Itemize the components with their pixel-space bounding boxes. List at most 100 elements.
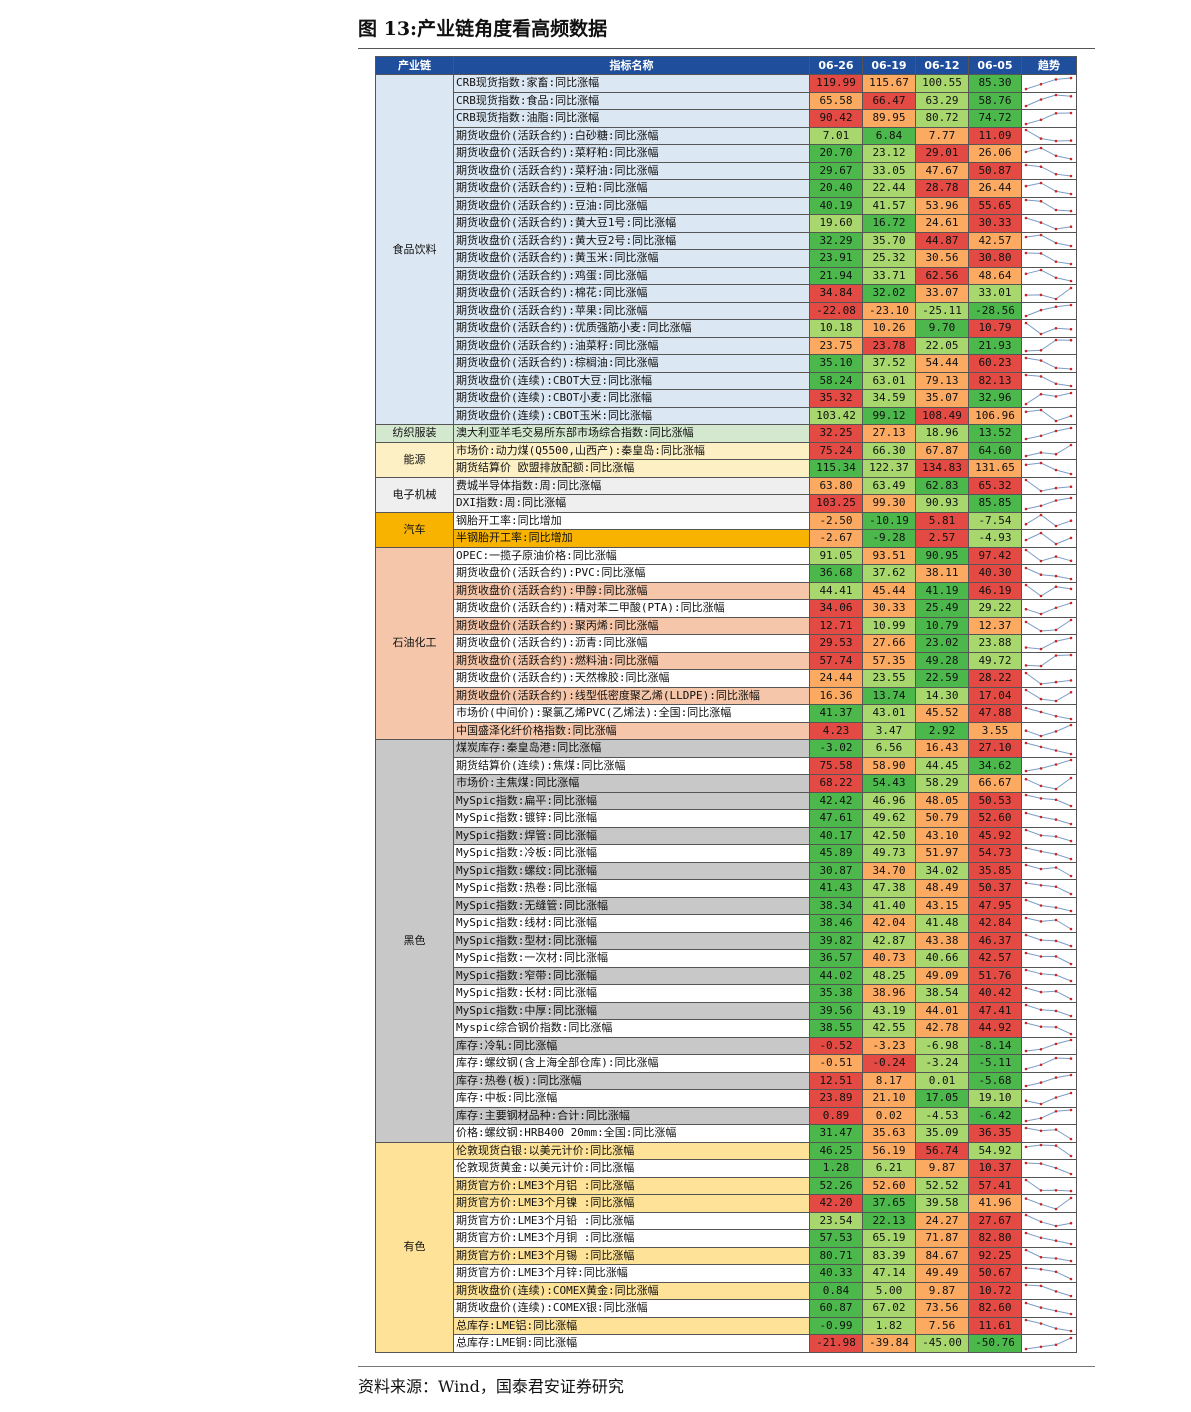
sparkline-point [1069, 1294, 1073, 1298]
sparkline-point [1054, 1144, 1058, 1148]
value-cell: 58.24 [809, 371, 863, 390]
sparkline-point [1024, 607, 1028, 611]
value-cell: 54.44 [915, 354, 969, 373]
value-cell: 32.96 [968, 389, 1022, 408]
sparkline-point [1054, 1309, 1058, 1312]
sparkline-point [1069, 857, 1073, 861]
value-cell: 119.99 [809, 74, 863, 93]
table-row: 期货收盘价(活跃合约):优质强筋小麦:同比涨幅 10.18 10.26 9.70 10.… [376, 319, 1077, 338]
table-row: 期货收盘价(活跃合约):线型低密度聚乙烯(LLDPE):同比涨幅 16.36 13.… [376, 686, 1077, 705]
trend-sparkline [1021, 424, 1077, 443]
sparkline-point [1054, 1025, 1058, 1029]
sparkline-point [1024, 1099, 1028, 1102]
value-cell: 75.24 [809, 441, 863, 460]
sparkline-svg [1024, 1231, 1073, 1246]
indicator-name: 总库存:LME铜:同比涨幅 [453, 1334, 810, 1353]
sparkline-point [1024, 793, 1028, 797]
sparkline-point [1024, 881, 1028, 885]
value-cell: 80.71 [809, 1246, 863, 1265]
value-cell: 32.25 [809, 424, 863, 443]
sparkline-point [1024, 1197, 1028, 1200]
table-row: 汽车 钢胎开工率:同比增加 -2.50 -10.19 5.81 -7.54 [375, 511, 1077, 548]
value-cell: 79.13 [915, 371, 969, 390]
indicator-name: MySpic指数:扁平:同比涨幅 [453, 791, 810, 810]
sparkline-point [1039, 1143, 1043, 1147]
sparkline-point [1054, 763, 1058, 767]
sparkline-point [1069, 139, 1073, 143]
trend-sparkline [1021, 861, 1077, 880]
value-cell: 43.01 [862, 704, 916, 723]
sparkline-point [1069, 519, 1073, 523]
value-cell: 45.92 [968, 826, 1022, 845]
sparkline-point [1039, 815, 1043, 819]
sparkline-line [1025, 182, 1072, 195]
trend-sparkline [1021, 406, 1077, 425]
value-cell: 35.07 [915, 389, 969, 408]
trend-sparkline [1021, 1036, 1077, 1055]
sparkline-point [1069, 758, 1073, 762]
sparkline-point [1024, 951, 1028, 955]
header-trend: 趋势 [1021, 56, 1077, 75]
value-cell: 67.02 [862, 1299, 916, 1318]
table-row: 能源 市场价:动力煤(Q5500,山西产):秦皇岛:同比涨幅 75.24 66.30 6… [375, 441, 1077, 478]
sparkline-line [1025, 322, 1072, 335]
header-date-2: 06-19 [862, 56, 916, 75]
value-cell: 97.42 [968, 546, 1022, 565]
table-row: 总库存:LME铝:同比涨幅 -0.99 1.82 7.56 11.61 [376, 1316, 1077, 1335]
value-cell: 7.56 [915, 1316, 969, 1335]
indicator-name: MySpic指数:中厚:同比涨幅 [453, 1001, 810, 1020]
sparkline-line [1025, 147, 1072, 160]
value-cell: 16.72 [862, 214, 916, 233]
trend-sparkline [1021, 91, 1077, 110]
sparkline-point [1039, 734, 1043, 738]
sparkline-point [1069, 303, 1073, 307]
sparkline-point [1069, 327, 1073, 331]
sparkline-svg [1024, 776, 1073, 791]
trend-sparkline [1021, 1089, 1077, 1108]
sparkline-svg [1024, 391, 1073, 406]
sparkline-line [1025, 392, 1072, 405]
sparkline-point [1039, 1284, 1043, 1288]
sparkline-point [1039, 408, 1043, 412]
sparkline-line [1025, 1179, 1072, 1192]
value-cell: 42.57 [968, 231, 1022, 250]
sparkline-point [1069, 426, 1073, 430]
sparkline-point [1054, 973, 1058, 977]
sparkline-svg [1024, 1336, 1073, 1351]
sparkline-point [1054, 606, 1058, 609]
value-cell: 34.59 [862, 389, 916, 408]
sparkline-line [1025, 742, 1072, 755]
value-cell: 103.25 [809, 494, 863, 513]
indicator-name: 期货收盘价(连续):CBOT小麦:同比涨幅 [453, 389, 810, 408]
value-cell: 18.96 [915, 424, 969, 443]
indicator-name: 期货收盘价(活跃合约):聚丙烯:同比涨幅 [453, 616, 810, 635]
sparkline-point [1054, 326, 1058, 330]
sparkline-point [1069, 723, 1073, 727]
sparkline-point [1039, 904, 1043, 908]
value-cell: 36.57 [809, 949, 863, 968]
sparkline-point [1054, 714, 1058, 718]
sparkline-point [1039, 137, 1043, 141]
value-cell: 41.96 [968, 1194, 1022, 1213]
sparkline-line [1025, 287, 1072, 300]
sparkline-point [1024, 1067, 1028, 1071]
value-cell: -21.98 [809, 1334, 863, 1353]
value-cell: 22.13 [862, 1211, 916, 1230]
sparkline-point [1054, 542, 1058, 546]
sparkline-point [1069, 1242, 1073, 1246]
value-cell: 32.29 [809, 231, 863, 250]
value-cell: -3.24 [915, 1054, 969, 1073]
trend-sparkline [1021, 459, 1077, 478]
sparkline-point [1069, 1196, 1073, 1200]
value-cell: 3.47 [862, 721, 916, 740]
sparkline-point [1039, 513, 1043, 517]
indicator-name: 期货收盘价(活跃合约):苹果:同比涨幅 [453, 301, 810, 320]
trend-sparkline [1021, 1229, 1077, 1248]
sparkline-point [1039, 293, 1043, 296]
value-cell: 42.20 [809, 1194, 863, 1213]
value-cell: 64.60 [968, 441, 1022, 460]
value-cell: 44.87 [915, 231, 969, 250]
value-cell: 40.30 [968, 564, 1022, 583]
trend-sparkline [1021, 1194, 1077, 1213]
sparkline-point [1039, 797, 1043, 800]
